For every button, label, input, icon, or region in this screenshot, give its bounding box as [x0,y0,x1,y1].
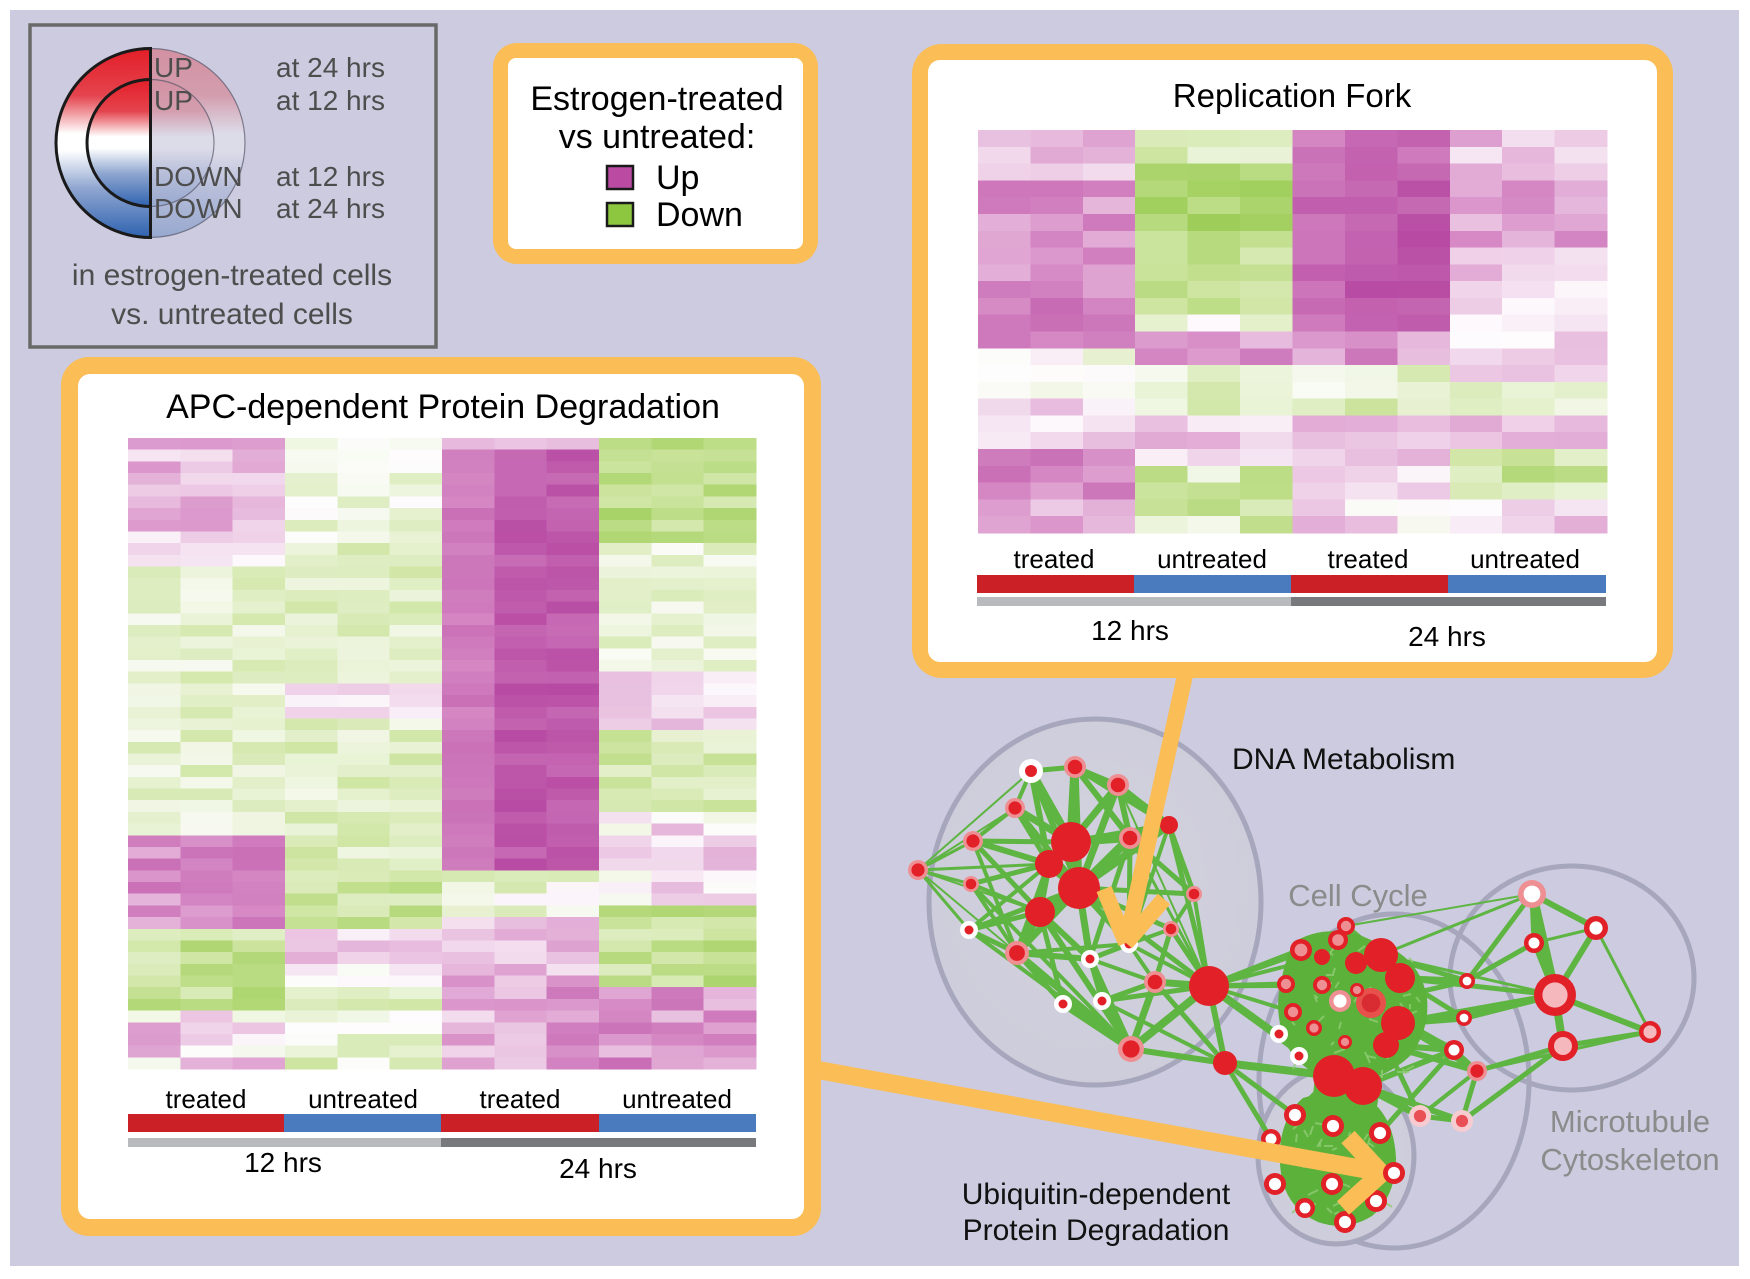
svg-text:12 hrs: 12 hrs [244,1147,322,1178]
svg-text:untreated: untreated [308,1084,418,1114]
svg-text:Down: Down [656,196,743,234]
svg-text:Protein Degradation: Protein Degradation [963,1214,1230,1247]
svg-text:treated: treated [480,1084,561,1114]
svg-text:APC-dependent Protein Degradat: APC-dependent Protein Degradation [166,388,720,426]
svg-text:vs untreated:: vs untreated: [559,118,756,156]
svg-text:vs. untreated cells: vs. untreated cells [111,298,353,331]
svg-text:DOWN: DOWN [154,161,243,192]
svg-text:24 hrs: 24 hrs [559,1153,637,1184]
svg-text:Cell Cycle: Cell Cycle [1288,878,1428,913]
svg-text:UP: UP [154,85,193,116]
svg-text:untreated: untreated [1157,544,1267,574]
svg-text:in estrogen-treated cells: in estrogen-treated cells [72,259,392,292]
svg-text:at 12 hrs: at 12 hrs [276,161,385,192]
svg-text:Cytoskeleton: Cytoskeleton [1540,1142,1719,1177]
svg-text:at 12 hrs: at 12 hrs [276,85,385,116]
svg-text:DNA Metabolism: DNA Metabolism [1232,743,1455,776]
svg-text:at 24 hrs: at 24 hrs [276,193,385,224]
svg-text:Replication Fork: Replication Fork [1173,77,1412,114]
svg-text:DOWN: DOWN [154,193,243,224]
svg-text:treated: treated [1014,544,1095,574]
svg-text:treated: treated [166,1084,247,1114]
svg-text:untreated: untreated [622,1084,732,1114]
svg-text:Estrogen-treated: Estrogen-treated [530,80,783,118]
svg-text:12 hrs: 12 hrs [1091,615,1169,646]
svg-text:24 hrs: 24 hrs [1408,621,1486,652]
svg-text:untreated: untreated [1470,544,1580,574]
svg-text:at 24 hrs: at 24 hrs [276,52,385,83]
svg-text:UP: UP [154,52,193,83]
svg-text:treated: treated [1328,544,1409,574]
svg-text:Ubiquitin-dependent: Ubiquitin-dependent [962,1178,1231,1211]
svg-text:Up: Up [656,159,699,197]
svg-text:Microtubule: Microtubule [1550,1104,1710,1139]
